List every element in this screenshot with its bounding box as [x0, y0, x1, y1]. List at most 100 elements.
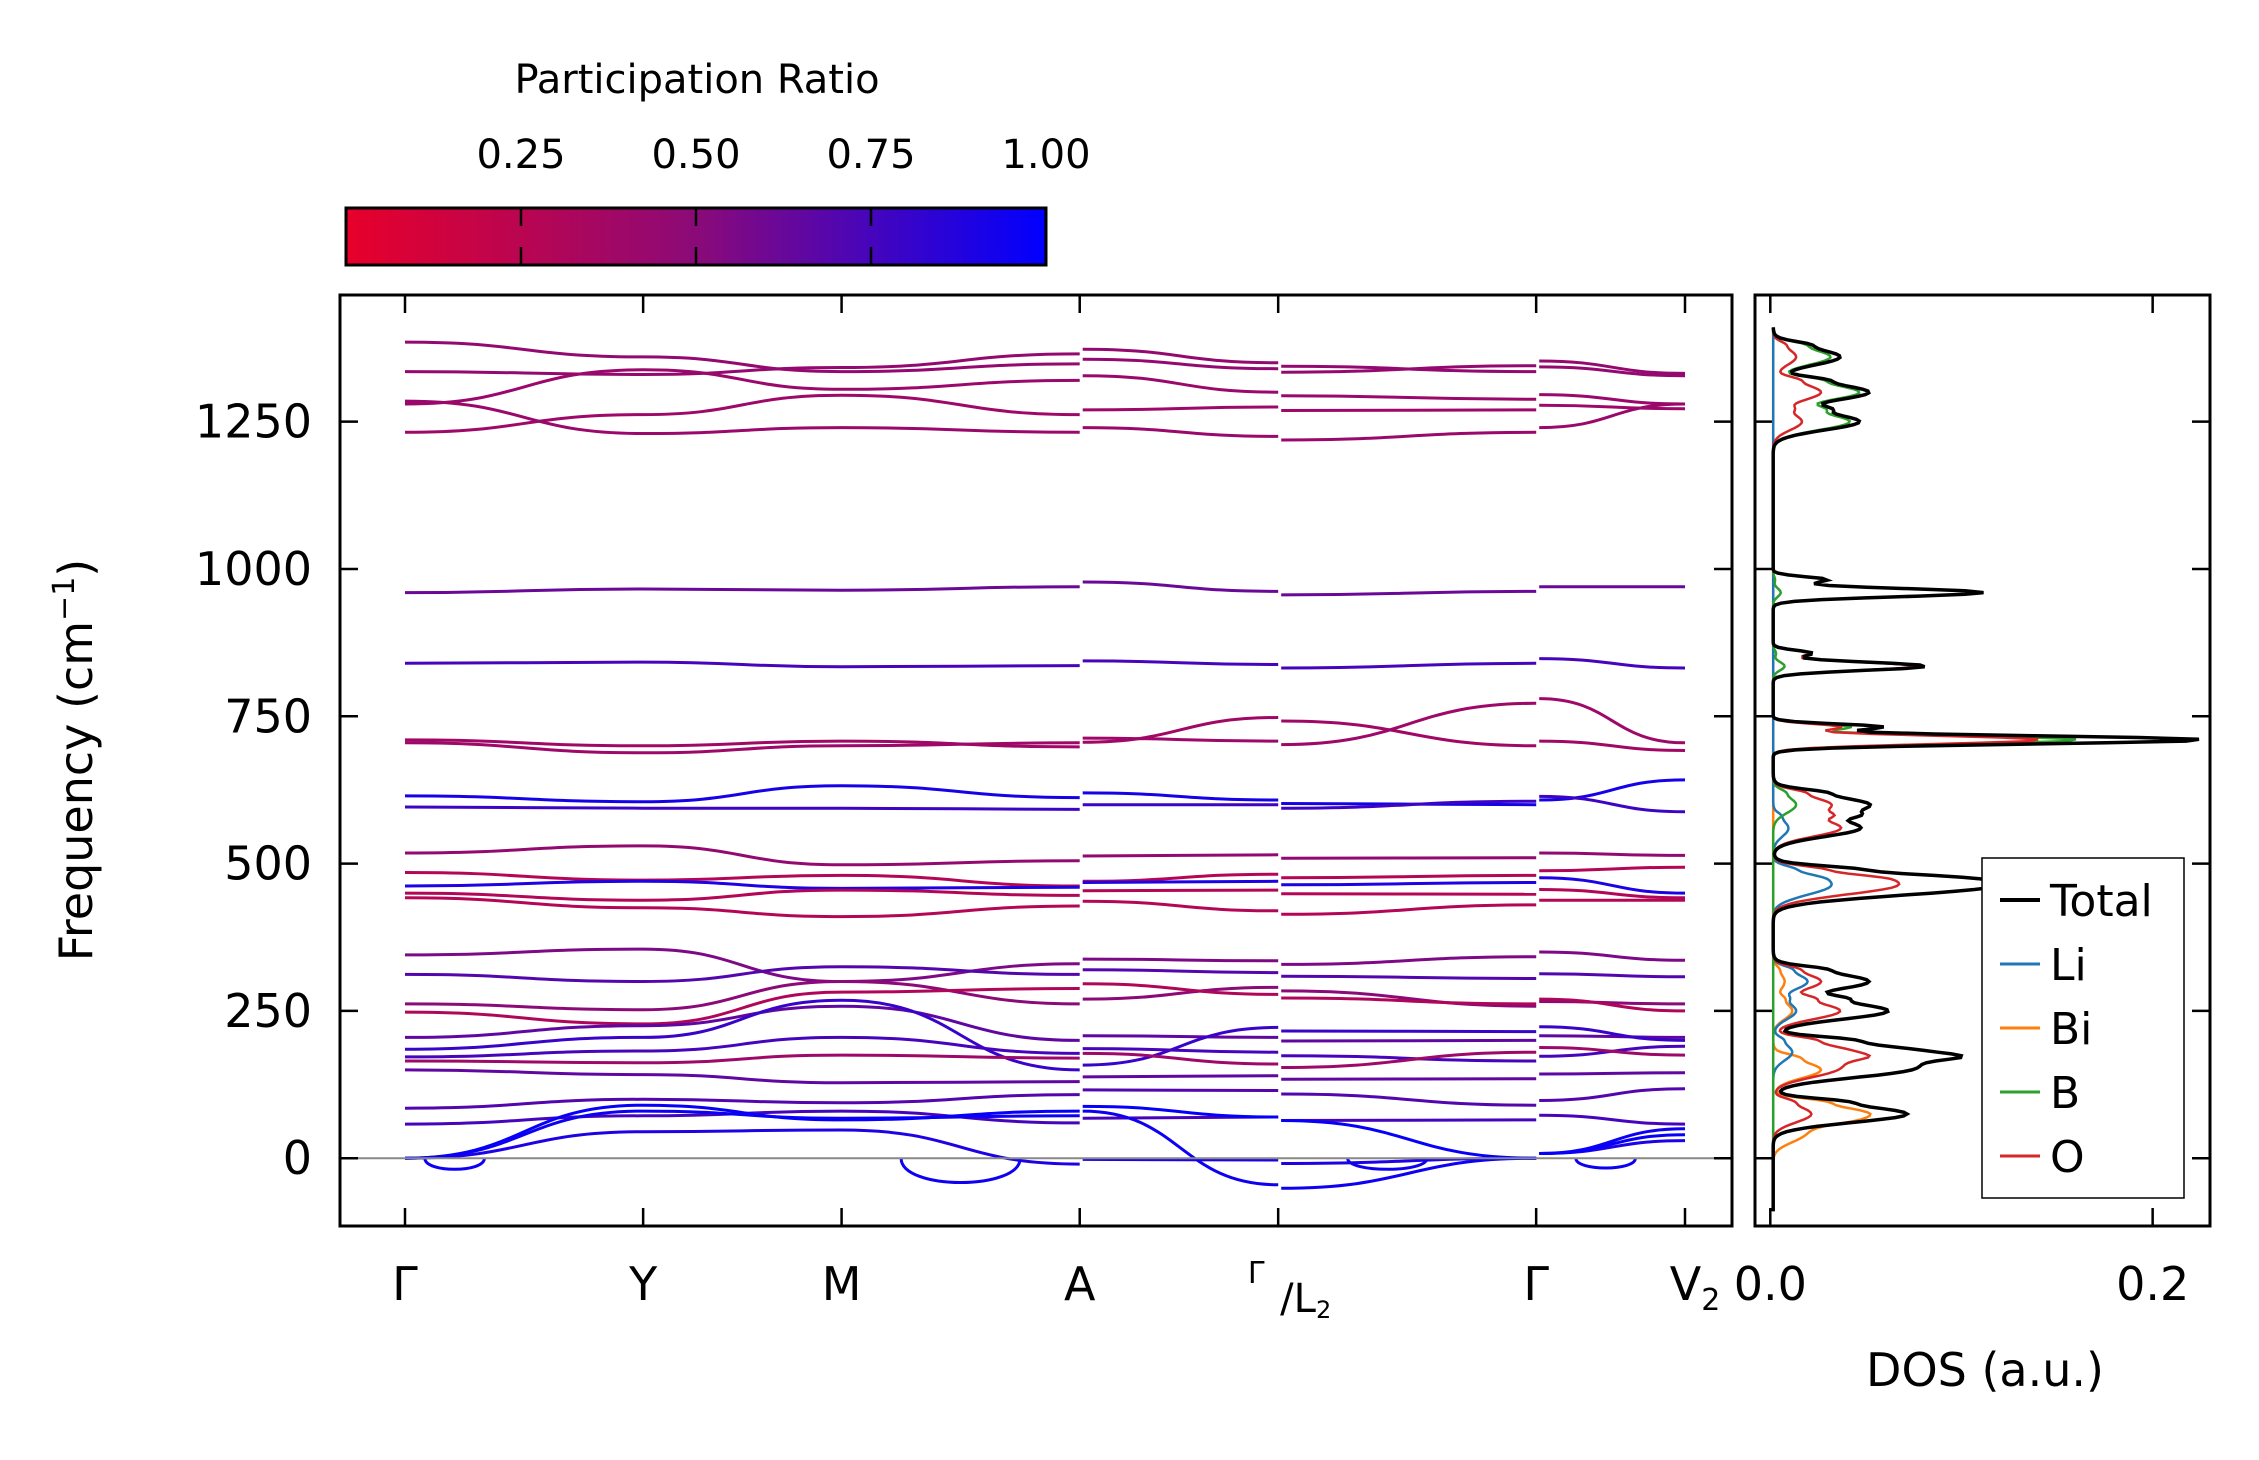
- phonon-band: [1539, 1000, 1686, 1006]
- k-label-gamma: Γ: [392, 1257, 418, 1311]
- phonon-band: [1082, 426, 1279, 438]
- phonon-band: [1082, 853, 1279, 858]
- frequency-axis-ticks: 0 250 500 750 1000 1250: [195, 395, 2210, 1185]
- colorbar: Participation Ratio 0.25 0.50 0.75 1.00: [344, 57, 1091, 267]
- phonon-band: [1082, 580, 1279, 593]
- dos-axes-frame: [1753, 293, 2212, 1228]
- phonon-band: [404, 1068, 1080, 1085]
- phonon-band: [1082, 659, 1279, 666]
- phonon-band: [1539, 739, 1686, 752]
- colorbar-tick-label: 0.75: [826, 132, 915, 178]
- y-tick-label: 750: [224, 689, 312, 743]
- phonon-band: [404, 879, 1080, 890]
- phonon-band: [404, 340, 1080, 374]
- phonon-band: [404, 805, 1080, 811]
- colorbar-tick-label: 0.50: [651, 132, 740, 178]
- phonon-band: [404, 844, 1080, 867]
- k-label-a: A: [1064, 1257, 1096, 1311]
- phonon-band: [404, 871, 1080, 888]
- phonon-band: [1082, 347, 1279, 365]
- phonon-band: [1281, 989, 1537, 1008]
- phonon-band: [404, 987, 1080, 1026]
- phonon-band: [1082, 1074, 1279, 1079]
- band-structure-panel: 0 250 500 750 1000 1250 Γ Y M A Γ/L2 Γ V2 Frequency…: [47, 293, 2210, 1324]
- phonon-band: [1539, 1087, 1686, 1102]
- phonon-band: [404, 896, 1080, 919]
- y-tick-label: 1250: [195, 395, 312, 449]
- phonon-band: [1082, 1051, 1279, 1066]
- phonon-band: [1539, 1025, 1686, 1042]
- phonon-band: [404, 352, 1080, 377]
- k-label-gamma-l2: Γ: [1248, 1256, 1265, 1291]
- acoustic-branch: [1082, 1109, 1279, 1187]
- phonon-band: [1539, 972, 1686, 979]
- phonon-band: [404, 399, 1080, 436]
- phonon-band: [404, 1035, 1080, 1059]
- phonon-band: [1082, 716, 1279, 744]
- phonon-band: [1539, 657, 1686, 670]
- phonon-band: [1281, 408, 1537, 412]
- phonon-band: [1281, 430, 1537, 442]
- imaginary-mode: [423, 1157, 486, 1171]
- legend-label-total: Total: [2049, 876, 2153, 927]
- colorbar-ticks: 0.25 0.50 0.75 1.00: [476, 132, 1091, 265]
- acoustic-branch: [1082, 1157, 1279, 1162]
- phonon-band: [1082, 791, 1279, 802]
- legend-label-b: B: [2050, 1068, 2080, 1119]
- phonon-band: [1082, 899, 1279, 913]
- phonon-band: [404, 741, 1080, 755]
- dos-legend: Total Li Bi BO: [1981, 857, 2185, 1199]
- phonon-band: [1281, 799, 1537, 810]
- phonon-band: [1281, 589, 1537, 597]
- phonon-band: [1281, 873, 1537, 880]
- k-path-ticks: Γ Y M A Γ/L2 Γ V2: [392, 295, 1720, 1324]
- phonon-band: [404, 888, 1080, 902]
- acoustic-branch: [1281, 1156, 1537, 1190]
- phonon-band: [404, 947, 1080, 984]
- phonon-band: [1539, 888, 1686, 900]
- phonon-band: [1082, 405, 1279, 412]
- phonon-band: [404, 784, 1080, 804]
- phonon-band: [404, 368, 1080, 406]
- phonon-band: [1539, 876, 1686, 895]
- dos-axis-label: DOS (a.u.): [1866, 1343, 2104, 1397]
- phonon-band: [404, 585, 1080, 595]
- phonon-band: [1539, 1113, 1686, 1126]
- phonon-band: [1281, 1092, 1537, 1107]
- phonon-band: [1281, 1077, 1537, 1081]
- bands-layer: [340, 340, 1732, 1190]
- phonon-band: [404, 1053, 1080, 1065]
- legend-label-bi: Bi: [2050, 1004, 2092, 1055]
- phonon-band: [404, 965, 1080, 984]
- imaginary-mode: [899, 1157, 1022, 1185]
- phonon-band: [1281, 955, 1537, 966]
- phonon-band: [1082, 982, 1279, 996]
- imaginary-mode: [1574, 1157, 1637, 1170]
- phonon-band: [1281, 661, 1537, 670]
- phonon-band: [1539, 403, 1686, 411]
- phonon-band: [404, 1093, 1080, 1110]
- phonon-band: [404, 1004, 1080, 1042]
- phonon-band: [1281, 974, 1537, 980]
- phonon-band: [1539, 997, 1686, 1013]
- phonon-band: [1281, 701, 1537, 747]
- phonon-band: [1539, 365, 1686, 378]
- phonon-band: [1082, 736, 1279, 743]
- legend-label-li: Li: [2050, 940, 2087, 991]
- phonon-band: [1281, 394, 1537, 401]
- legend-label-o: O: [2050, 1132, 2085, 1183]
- acoustic-branch: [404, 1128, 1080, 1166]
- dos-x-tick-label: 0.2: [2116, 1257, 2189, 1311]
- k-label-gamma-l2: /L2: [1280, 1276, 1331, 1324]
- phonon-band: [404, 998, 1080, 1072]
- phonon-band: [1281, 1038, 1537, 1043]
- band-axes-frame: [338, 293, 1734, 1228]
- phonon-band: [1539, 697, 1686, 745]
- phonon-band: [1082, 879, 1279, 884]
- k-label-v2: V2: [1670, 1257, 1721, 1318]
- acoustic-branch: [404, 1103, 1080, 1160]
- y-tick-label: 500: [224, 837, 312, 891]
- k-label-y: Y: [628, 1257, 658, 1311]
- k-label-gamma: Γ: [1523, 1257, 1549, 1311]
- phonon-band: [1281, 856, 1537, 860]
